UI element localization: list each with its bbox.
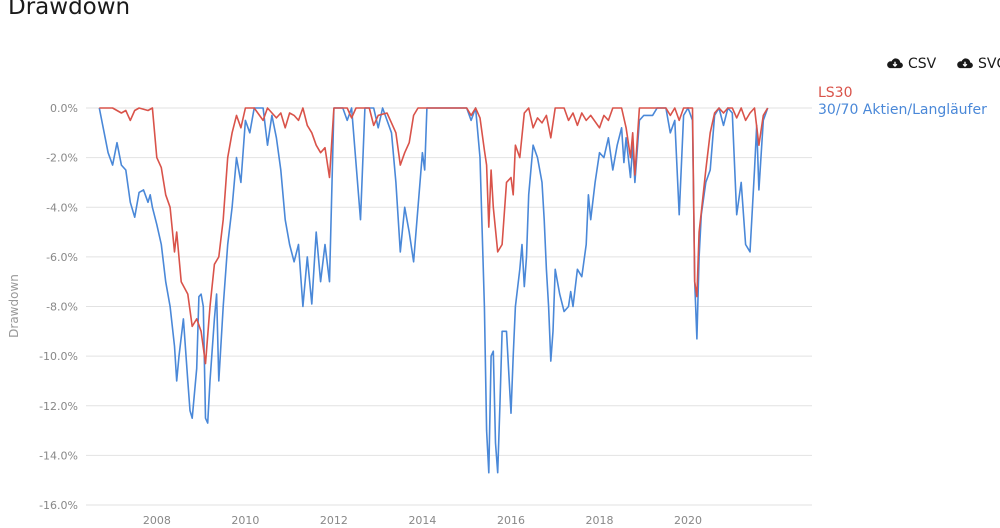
y-tick-label: -16.0% <box>39 499 78 512</box>
csv-label: CSV <box>908 56 937 72</box>
series-line-ls30 <box>99 107 769 365</box>
x-tick-label: 2016 <box>497 514 525 527</box>
y-tick-label: 0.0% <box>50 102 78 115</box>
series-line-aktien-langlaeufer <box>98 107 769 474</box>
cloud-download-icon <box>957 58 973 69</box>
x-tick-label: 2020 <box>674 514 702 527</box>
svg-label: SVG <box>978 56 1000 72</box>
x-tick-label: 2010 <box>231 514 259 527</box>
x-tick-label: 2014 <box>408 514 436 527</box>
y-tick-label: -2.0% <box>46 152 78 165</box>
chart-title: Drawdown <box>8 0 131 20</box>
y-tick-label: -6.0% <box>46 251 78 264</box>
y-tick-label: -10.0% <box>39 350 78 363</box>
y-tick-label: -12.0% <box>39 400 78 413</box>
legend-ls30[interactable]: LS30 <box>818 85 853 101</box>
cloud-download-icon <box>887 58 903 69</box>
y-tick-label: -14.0% <box>39 449 78 462</box>
y-tick-label: -8.0% <box>46 301 78 314</box>
download-csv-button[interactable]: CSV <box>886 56 936 72</box>
y-tick-label: -4.0% <box>46 201 78 214</box>
download-svg-button[interactable]: SVG <box>956 56 1000 72</box>
x-tick-label: 2008 <box>143 514 171 527</box>
x-tick-label: 2018 <box>586 514 614 527</box>
y-axis-label: Drawdown <box>7 274 21 338</box>
legend-aktien-langlaeufer[interactable]: 30/70 Aktien/Langläufer <box>818 102 987 118</box>
x-tick-label: 2012 <box>320 514 348 527</box>
